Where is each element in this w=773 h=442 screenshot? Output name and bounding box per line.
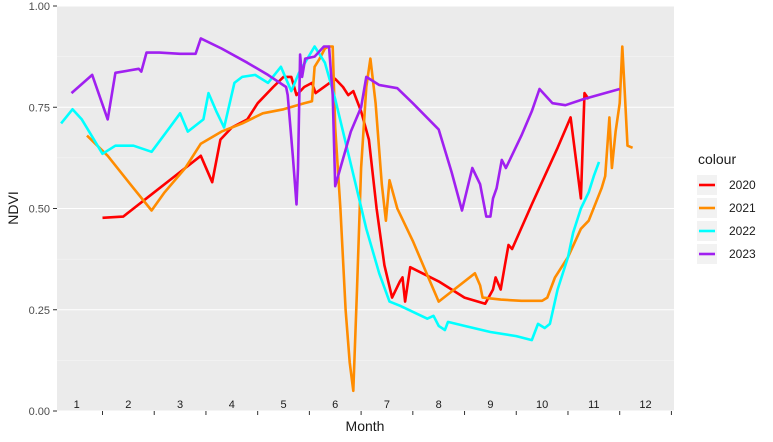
y-axis: 0.00 0.25 0.50 0.75 1.00 <box>29 1 57 418</box>
legend-label-2023: 2023 <box>729 247 756 261</box>
month-label: 8 <box>436 399 442 411</box>
legend-title: colour <box>698 151 736 167</box>
month-label: 5 <box>280 399 286 411</box>
month-label: 2 <box>125 399 131 411</box>
y-axis-title: NDVI <box>5 191 21 224</box>
legend-label-2020: 2020 <box>729 178 756 192</box>
month-label: 1 <box>74 399 80 411</box>
y-tick-label: 0.00 <box>29 406 50 418</box>
y-tick-label: 0.25 <box>29 305 50 317</box>
series-layer <box>60 37 634 393</box>
series-line-2022 <box>60 45 601 342</box>
month-label: 11 <box>588 399 599 411</box>
x-axis-title: Month <box>346 418 385 434</box>
legend-label-2022: 2022 <box>729 224 756 238</box>
y-tick-label: 0.50 <box>29 204 50 216</box>
y-tick-label: 1.00 <box>29 1 50 13</box>
grid-minor-lines <box>57 56 674 361</box>
x-axis <box>102 411 672 415</box>
month-label: 12 <box>639 399 651 411</box>
legend: colour 2020 2021 2022 2023 <box>697 151 756 264</box>
y-tick-label: 0.75 <box>29 102 50 114</box>
month-label: 10 <box>536 399 548 411</box>
series-line-2021 <box>86 45 634 393</box>
legend-label-2021: 2021 <box>729 201 756 215</box>
month-label: 3 <box>177 399 183 411</box>
month-label: 4 <box>229 399 235 411</box>
grid-major-lines <box>57 5 674 412</box>
month-label: 7 <box>384 399 390 411</box>
series-line-2023 <box>70 37 621 218</box>
month-label: 9 <box>487 399 493 411</box>
month-label: 6 <box>332 399 338 411</box>
month-labels: 1 2 3 4 5 6 7 8 9 10 11 12 <box>74 399 652 411</box>
